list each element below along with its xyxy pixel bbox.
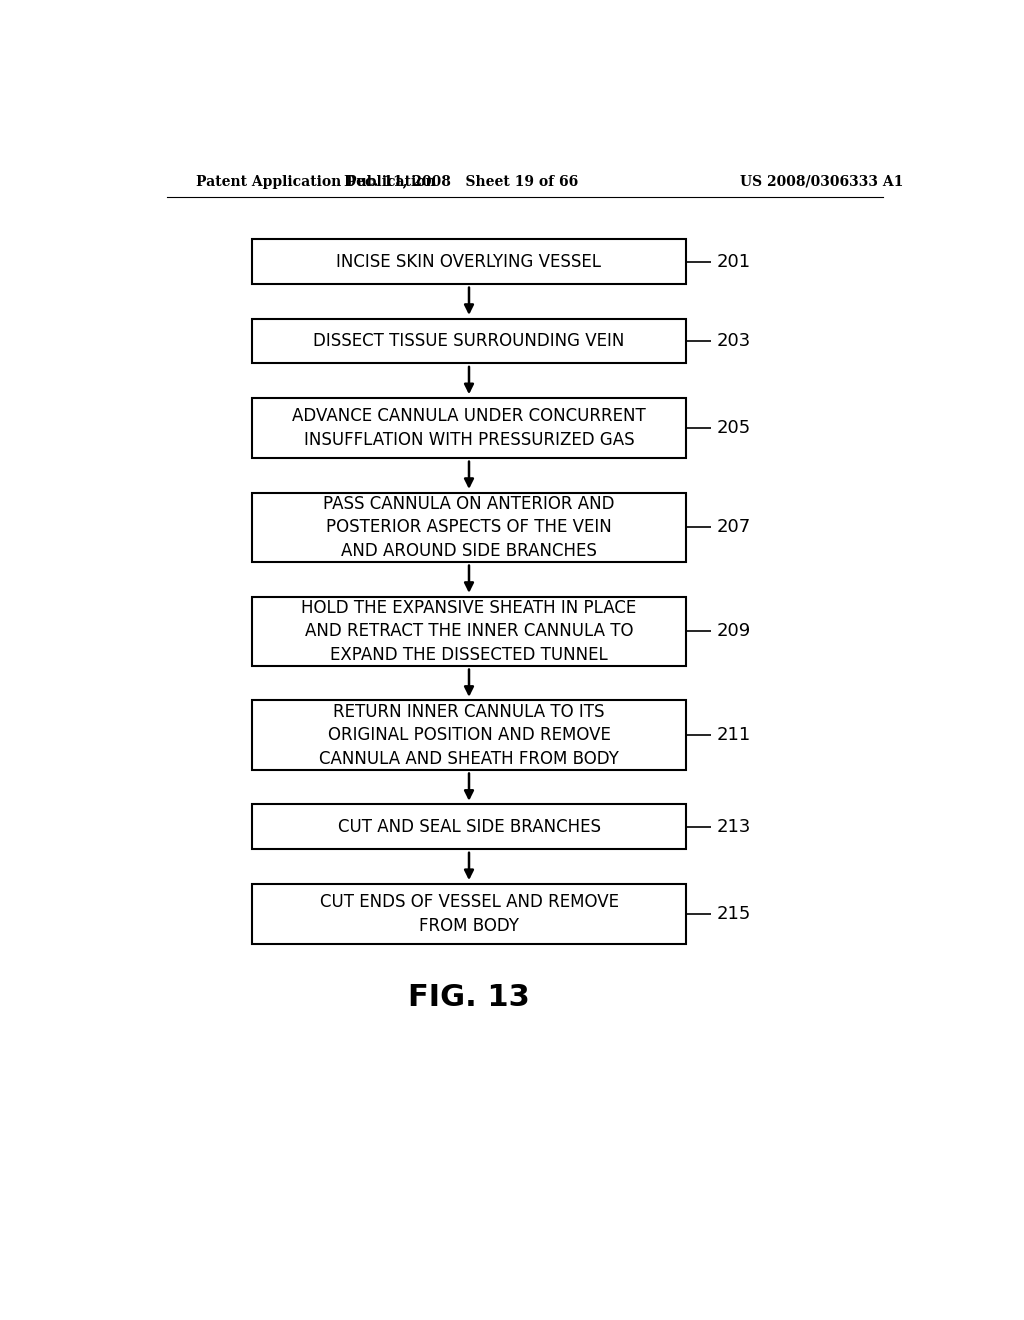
Text: CUT ENDS OF VESSEL AND REMOVE
FROM BODY: CUT ENDS OF VESSEL AND REMOVE FROM BODY [319, 892, 618, 935]
Text: FIG. 13: FIG. 13 [409, 983, 529, 1012]
Text: Dec. 11, 2008   Sheet 19 of 66: Dec. 11, 2008 Sheet 19 of 66 [344, 174, 579, 189]
Text: 201: 201 [717, 252, 752, 271]
Text: 207: 207 [717, 519, 752, 536]
Text: 203: 203 [717, 331, 752, 350]
Text: 213: 213 [717, 818, 752, 836]
Text: PASS CANNULA ON ANTERIOR AND
POSTERIOR ASPECTS OF THE VEIN
AND AROUND SIDE BRANC: PASS CANNULA ON ANTERIOR AND POSTERIOR A… [324, 495, 614, 560]
Text: 215: 215 [717, 904, 752, 923]
Text: RETURN INNER CANNULA TO ITS
ORIGINAL POSITION AND REMOVE
CANNULA AND SHEATH FROM: RETURN INNER CANNULA TO ITS ORIGINAL POS… [319, 702, 618, 768]
Bar [252, 397, 686, 458]
Text: US 2008/0306333 A1: US 2008/0306333 A1 [740, 174, 903, 189]
Text: Patent Application Publication: Patent Application Publication [197, 174, 436, 189]
Bar [252, 597, 686, 665]
Text: CUT AND SEAL SIDE BRANCHES: CUT AND SEAL SIDE BRANCHES [338, 818, 600, 836]
Bar [252, 318, 686, 363]
Text: ADVANCE CANNULA UNDER CONCURRENT
INSUFFLATION WITH PRESSURIZED GAS: ADVANCE CANNULA UNDER CONCURRENT INSUFFL… [292, 407, 646, 449]
Text: HOLD THE EXPANSIVE SHEATH IN PLACE
AND RETRACT THE INNER CANNULA TO
EXPAND THE D: HOLD THE EXPANSIVE SHEATH IN PLACE AND R… [301, 598, 637, 664]
Text: INCISE SKIN OVERLYING VESSEL: INCISE SKIN OVERLYING VESSEL [337, 252, 601, 271]
Text: 211: 211 [717, 726, 752, 744]
Text: DISSECT TISSUE SURROUNDING VEIN: DISSECT TISSUE SURROUNDING VEIN [313, 331, 625, 350]
Text: 205: 205 [717, 418, 752, 437]
Bar [252, 804, 686, 849]
Text: 209: 209 [717, 622, 752, 640]
Bar [252, 884, 686, 944]
Bar [252, 701, 686, 770]
Bar [252, 492, 686, 562]
Bar [252, 239, 686, 284]
